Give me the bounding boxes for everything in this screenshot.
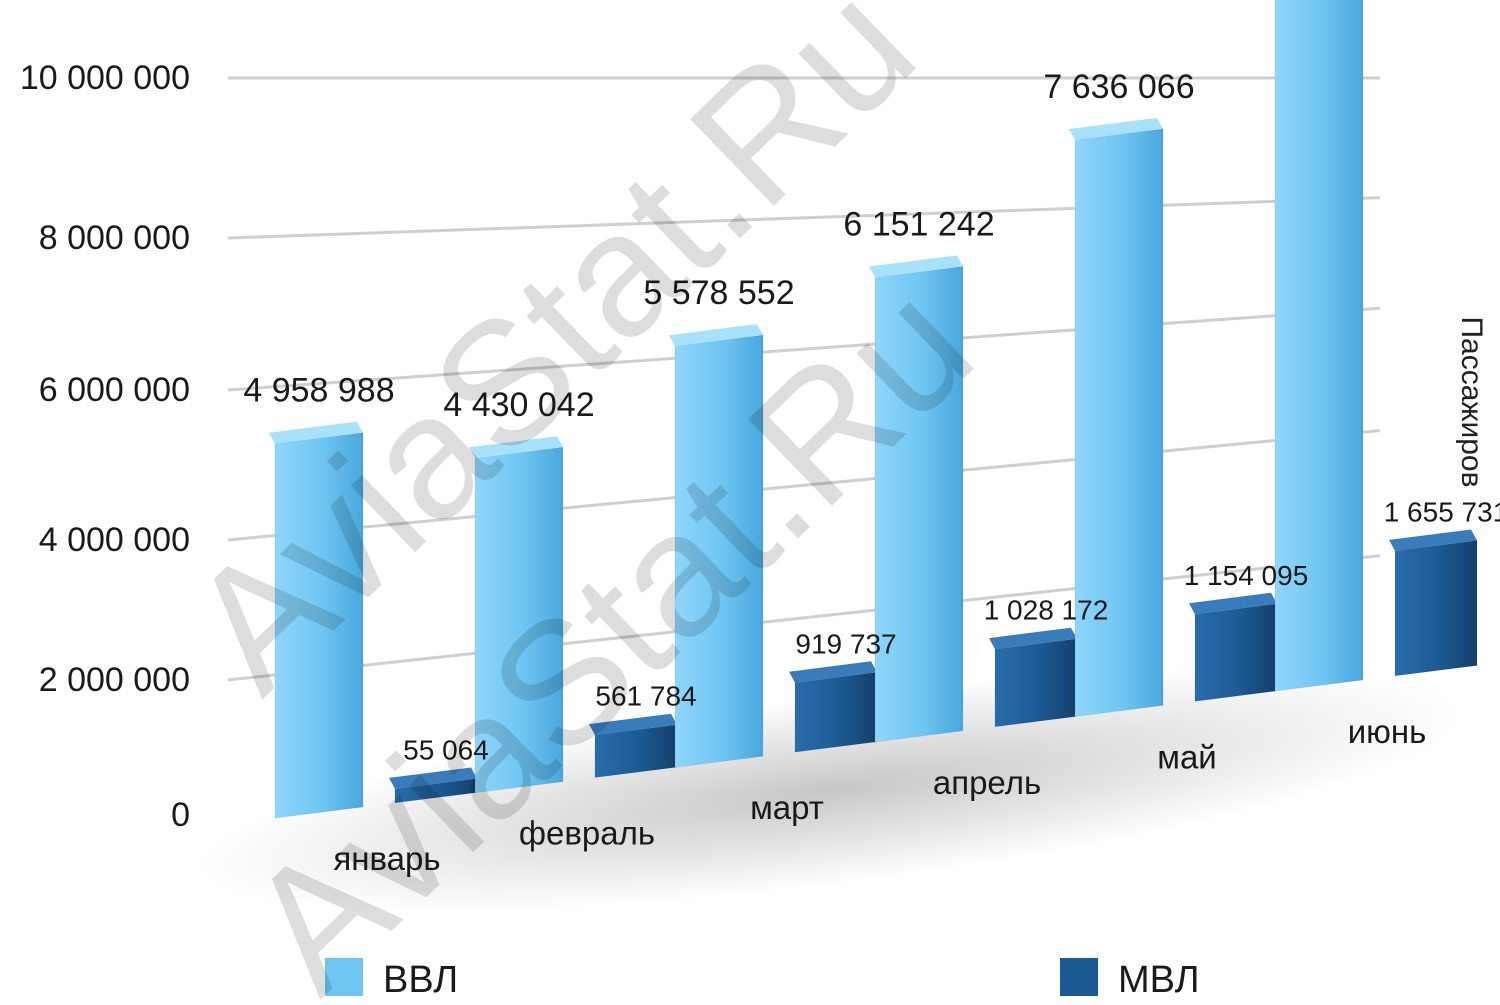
x-axis-categories: январь февраль март апрель май июнь [333, 713, 1426, 877]
category-label: июнь [1348, 713, 1427, 750]
bar-top [669, 324, 763, 347]
y-tick-label: 4 000 000 [39, 521, 190, 559]
data-label: 6 151 242 [843, 205, 994, 243]
legend-swatch [1060, 958, 1098, 996]
data-label: 919 737 [795, 628, 896, 659]
category-label: май [1157, 738, 1216, 775]
y-tick-label: 2 000 000 [39, 661, 190, 699]
legend-item: ВВЛ [325, 958, 458, 1001]
bar-front [1074, 128, 1164, 718]
bar-top [789, 661, 877, 683]
bar-vvl [1069, 117, 1164, 718]
gridline [227, 196, 1381, 240]
y-axis-ticks: 0 2 000 000 4 000 000 6 000 000 8 000 000 10 … [20, 59, 190, 834]
floor-shadow-ellipse [194, 667, 1466, 913]
bar-top [469, 436, 563, 459]
data-label: 4 430 042 [443, 386, 594, 424]
data-label: 4 958 988 [243, 372, 394, 410]
legend-label: МВЛ [1118, 959, 1200, 1000]
y-tick-label: 6 000 000 [39, 371, 190, 409]
floor-shadow [194, 667, 1466, 913]
data-label: 1 655 731 [1384, 497, 1500, 528]
bar-vvl [269, 421, 364, 819]
bar-top [869, 255, 963, 278]
y-axis-label: Пассажиров [1455, 316, 1488, 487]
data-label: 1 028 172 [984, 595, 1109, 626]
category-label: апрель [933, 764, 1041, 801]
y-tick-label: 8 000 000 [39, 219, 190, 257]
data-label: 7 636 066 [1043, 68, 1194, 106]
legend-item: МВЛ [1060, 958, 1200, 1001]
bar-mvl [1389, 529, 1478, 677]
category-label: январь [333, 840, 440, 877]
bar-front [794, 671, 878, 753]
gridline [227, 554, 1381, 682]
bar-front [1274, 0, 1364, 692]
y-tick-label: 10 000 000 [20, 59, 190, 97]
legend-label: ВВЛ [383, 959, 458, 1000]
data-label: 561 784 [595, 681, 696, 712]
bar-top [989, 627, 1077, 650]
category-label: февраль [519, 815, 655, 852]
bar-vvl [469, 436, 564, 794]
legend-swatch [325, 958, 363, 996]
category-label: март [750, 789, 824, 826]
bar-front [994, 638, 1078, 728]
bar-top [1389, 529, 1477, 551]
gridline [227, 306, 1381, 392]
bar-top [1189, 592, 1277, 615]
bar-front [1194, 603, 1278, 702]
bar-top [269, 421, 363, 444]
y-tick-label: 0 [171, 796, 190, 834]
bar-mvl [589, 713, 678, 779]
bar-vvl [669, 324, 764, 768]
bar-top [1069, 117, 1163, 141]
data-label: 5 578 552 [643, 274, 794, 312]
gridlines [227, 76, 1381, 682]
bar-vvl [1274, 0, 1364, 692]
data-label: 55 064 [403, 735, 489, 766]
bar-mvl [989, 627, 1078, 728]
data-labels: 4 958 988 55 064 4 430 042 561 784 5 578 552… [243, 68, 1500, 766]
bar-mvl [789, 661, 878, 753]
bar-top [389, 767, 477, 789]
bar-front [1394, 539, 1478, 677]
bar-top [589, 713, 677, 736]
legend: ВВЛ МВЛ [325, 958, 1200, 1001]
data-label: 1 154 095 [1184, 560, 1309, 591]
bar-vvl [869, 255, 964, 743]
bars [269, 0, 1478, 819]
bar-mvl [1189, 592, 1278, 702]
gridline [227, 429, 1381, 542]
